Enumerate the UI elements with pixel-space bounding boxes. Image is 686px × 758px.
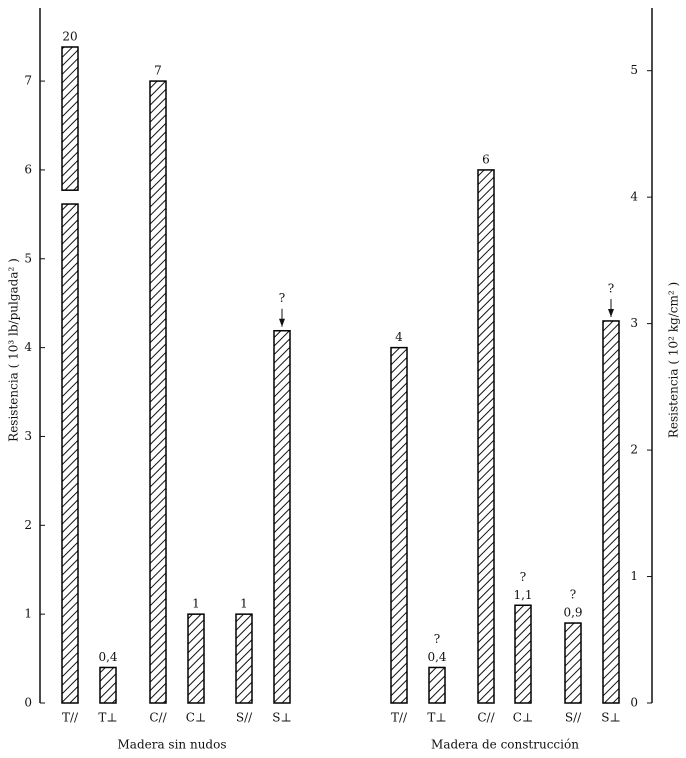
y2-tick-label: 1 [630, 569, 638, 583]
x-tick-label: C⊥ [186, 711, 206, 725]
value-label: 1,1 [513, 588, 532, 602]
note: ? [279, 291, 285, 305]
y-tick-label: 7 [24, 74, 32, 88]
x-tick-label: T⊥ [427, 711, 446, 725]
y2-tick-label: 3 [630, 316, 638, 330]
value-label: 20 [62, 30, 77, 44]
group-label: Madera sin nudos [118, 738, 227, 752]
x-tick-label: T⊥ [98, 711, 117, 725]
note: ? [570, 588, 576, 602]
bar [61, 46, 79, 191]
bar [390, 346, 408, 704]
value-label: 0,9 [563, 606, 582, 620]
y2-tick-label: 4 [630, 190, 638, 204]
y-tick-label: 6 [24, 162, 32, 176]
group-label: Madera de construcción [431, 738, 579, 752]
value-label: 1 [192, 597, 200, 611]
y-tick-label: 1 [24, 607, 32, 621]
value-label: 7 [154, 64, 162, 78]
y-tick-label: 3 [24, 429, 32, 443]
y-tick-label: 0 [24, 696, 32, 710]
value-label: 0,4 [427, 650, 446, 664]
y-tick-label: 2 [24, 518, 32, 532]
y2-axis-label: Resistencia ( 10² kg/cm² ) [667, 282, 681, 438]
bar [428, 666, 446, 704]
x-tick-label: S⊥ [272, 711, 292, 725]
y2-tick-label: 5 [630, 63, 638, 77]
value-label: 4 [395, 330, 403, 344]
arrow-head [279, 318, 285, 327]
note: ? [520, 570, 526, 584]
bar [235, 613, 253, 704]
y2-tick-label: 0 [630, 696, 638, 710]
x-tick-label: S⊥ [601, 711, 621, 725]
value-label: 1 [240, 597, 248, 611]
x-tick-label: C// [149, 711, 167, 725]
x-tick-label: S// [236, 711, 253, 725]
bar [187, 613, 205, 704]
note: ? [434, 632, 440, 646]
y-axis-label: Resistencia ( 10³ lb/pulgada² ) [7, 258, 21, 442]
y-tick-label: 5 [24, 251, 32, 265]
note: ? [608, 281, 614, 295]
value-label: 6 [482, 152, 490, 166]
arrow-head [608, 308, 614, 317]
x-tick-label: T// [391, 711, 408, 725]
value-label: 0,4 [98, 650, 117, 664]
x-tick-label: T// [62, 711, 79, 725]
bar [514, 604, 532, 704]
y2-tick-label: 2 [630, 443, 638, 457]
y-tick-label: 4 [24, 340, 32, 354]
x-tick-label: S// [565, 711, 582, 725]
x-tick-label: C⊥ [513, 711, 533, 725]
bar [273, 329, 291, 704]
bar [477, 169, 495, 704]
bar [602, 320, 620, 704]
bar [564, 622, 582, 704]
bar [99, 666, 117, 704]
bar [149, 80, 167, 704]
bar [61, 203, 79, 704]
x-tick-label: C// [477, 711, 495, 725]
